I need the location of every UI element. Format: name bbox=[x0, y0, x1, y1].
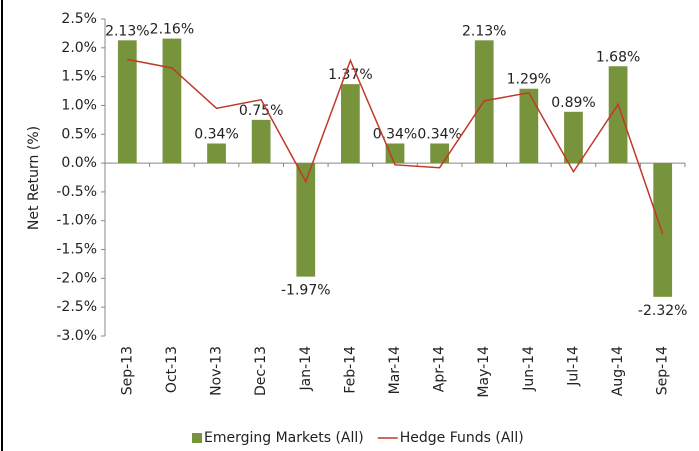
y-tick-label: 0.0% bbox=[61, 155, 97, 171]
y-axis-label: Net Return (%) bbox=[26, 126, 42, 230]
legend-swatch bbox=[192, 433, 202, 443]
x-tick-label: May-14 bbox=[476, 346, 492, 398]
data-label: 2.13% bbox=[105, 23, 149, 39]
bar bbox=[207, 143, 226, 164]
x-tick-label: Apr-14 bbox=[432, 346, 448, 392]
data-label: 0.75% bbox=[239, 103, 283, 119]
y-tick-label: -0.5% bbox=[56, 184, 97, 200]
legend-label: Emerging Markets (All) bbox=[204, 430, 364, 446]
data-label: -2.32% bbox=[638, 303, 688, 319]
y-tick-label: -1.0% bbox=[56, 213, 97, 229]
y-tick-label: 1.0% bbox=[61, 97, 97, 113]
data-label: 1.37% bbox=[328, 67, 372, 83]
bar bbox=[608, 66, 628, 164]
bar bbox=[341, 84, 360, 164]
line bbox=[127, 58, 664, 235]
bar bbox=[385, 143, 405, 164]
y-tick-label: 0.5% bbox=[61, 126, 97, 142]
data-label: 1.68% bbox=[596, 49, 640, 65]
x-tick-label: Oct-13 bbox=[164, 346, 180, 393]
data-label: -1.97% bbox=[281, 283, 331, 299]
bar bbox=[251, 119, 271, 164]
data-label: 2.16% bbox=[150, 22, 194, 38]
data-label: 0.34% bbox=[417, 126, 461, 142]
x-tick-label: Dec-13 bbox=[253, 346, 269, 396]
y-tick-label: 2.5% bbox=[61, 11, 97, 27]
y-tick-label: -3.0% bbox=[56, 328, 97, 344]
x-tick-label: Sep-13 bbox=[119, 346, 135, 395]
x-tick-label: Jul-14 bbox=[565, 346, 581, 387]
bar bbox=[519, 88, 539, 164]
data-label: 0.89% bbox=[551, 95, 595, 111]
x-tick-label: Mar-14 bbox=[387, 346, 403, 394]
data-label: 2.13% bbox=[462, 23, 506, 39]
x-tick-label: Jan-14 bbox=[298, 346, 314, 392]
bar bbox=[430, 143, 449, 164]
legend-label: Hedge Funds (All) bbox=[400, 430, 524, 446]
y-tick-label: -2.5% bbox=[56, 299, 97, 315]
data-label: 1.29% bbox=[507, 72, 551, 88]
x-tick-label: Jun-14 bbox=[521, 346, 537, 392]
x-tick-label: Sep-14 bbox=[655, 346, 671, 395]
data-label: 0.34% bbox=[194, 126, 238, 142]
bar bbox=[653, 163, 673, 297]
bar bbox=[162, 38, 182, 164]
bar bbox=[296, 163, 316, 277]
y-tick-label: 2.0% bbox=[61, 40, 97, 56]
y-tick-label: -2.0% bbox=[56, 270, 97, 286]
y-tick-label: -1.5% bbox=[56, 242, 97, 258]
x-tick-label: Feb-14 bbox=[342, 346, 358, 394]
bar bbox=[117, 40, 137, 164]
x-tick-label: Aug-14 bbox=[610, 346, 626, 396]
x-tick-label: Nov-13 bbox=[209, 346, 225, 396]
bar bbox=[564, 111, 583, 164]
y-tick-label: 1.5% bbox=[61, 69, 97, 85]
